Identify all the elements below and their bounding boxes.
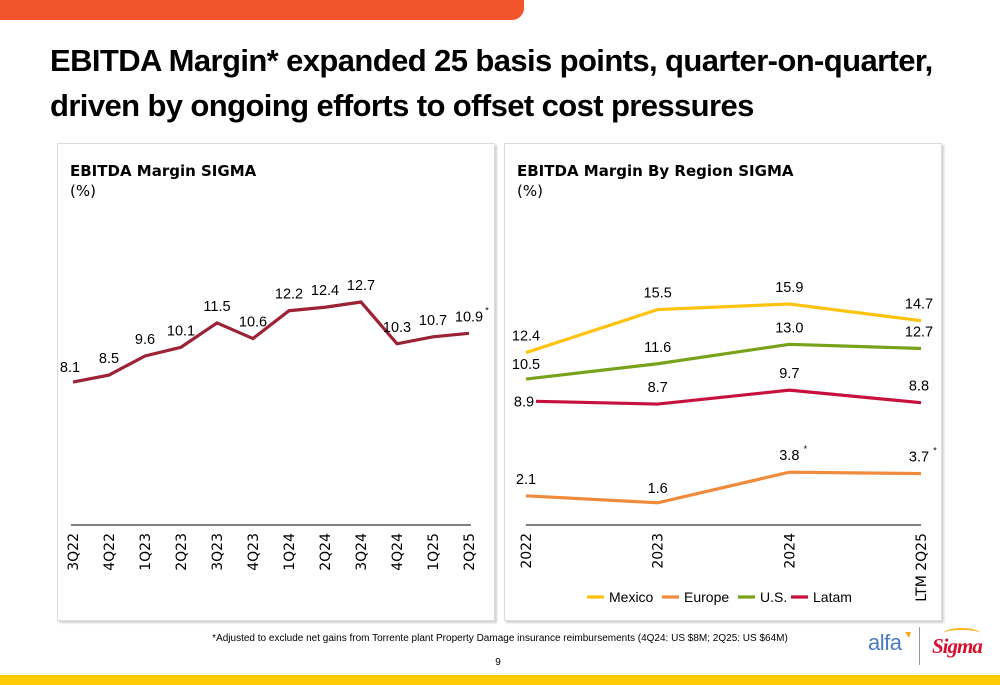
x-tick-label: 1Q25	[426, 533, 442, 571]
data-label-annotation: *	[804, 444, 808, 454]
data-label: 1.6	[648, 481, 668, 497]
series-line-ebitda-margin	[72, 300, 470, 384]
x-tick-label: 2Q24	[318, 533, 334, 571]
logo-divider	[919, 627, 920, 665]
data-label: 10.9	[455, 309, 483, 325]
x-tick-label: 1Q24	[282, 533, 298, 571]
page-number: 9	[495, 657, 501, 668]
data-label: 12.4	[311, 283, 339, 299]
data-label: 9.6	[135, 332, 155, 348]
data-label: 10.7	[419, 313, 447, 329]
data-label: 14.7	[905, 297, 933, 313]
x-tick-label: 4Q24	[390, 533, 406, 571]
ebitda-margin-line-chart: 3Q22 4Q22 1Q23 2Q23 3Q23 4Q23 1Q24 2Q24 3Q24 4Q24…	[60, 278, 489, 571]
chart-title: EBITDA Margin SIGMA	[70, 162, 257, 180]
data-label: 11.5	[203, 299, 230, 315]
x-tick-label: 2024	[782, 533, 798, 569]
data-label: 15.5	[644, 286, 672, 302]
data-label-annotation: *	[933, 446, 937, 456]
data-label: 15.9	[775, 280, 803, 296]
series-line-europe	[525, 470, 922, 505]
bottom-accent-bar	[0, 675, 1000, 685]
alfa-logo: alfa	[868, 630, 902, 655]
data-label: 8.9	[514, 394, 534, 410]
legend-label: Mexico	[609, 589, 654, 605]
x-tick-label: 2023	[651, 533, 667, 569]
data-label: 8.7	[648, 380, 668, 396]
legend-label: U.S.	[760, 589, 787, 605]
x-tick-label: 3Q23	[210, 533, 226, 571]
data-label: 12.7	[347, 278, 375, 294]
data-label: 12.7	[905, 324, 933, 340]
x-tick-label: 2Q25	[462, 533, 478, 571]
ebitda-margin-chart-panel: EBITDA Margin SIGMA (%) 3Q22 4Q22 1Q23 2Q23…	[57, 143, 495, 621]
data-label: 13.0	[775, 320, 803, 336]
x-tick-label: 1Q23	[138, 533, 154, 571]
chart-unit-label: (%)	[517, 182, 543, 200]
data-label: 3.7	[909, 450, 929, 466]
data-label: 11.6	[644, 340, 671, 356]
data-label: 10.3	[383, 320, 411, 336]
data-label: 3.8	[779, 448, 799, 464]
ebitda-margin-region-line-chart: 2022 2023 2024 LTM 2Q25 12.4 15.5 15.9 14.7 2.1 1…	[512, 280, 937, 605]
x-tick-label: 4Q22	[102, 533, 118, 571]
data-label: 8.1	[60, 360, 80, 376]
alfa-logo-mark-icon	[905, 632, 911, 638]
series-line-latam	[535, 388, 922, 406]
data-label: 10.1	[167, 323, 195, 339]
data-label: 12.4	[512, 329, 540, 345]
slide-title: EBITDA Margin* expanded 25 basis points,…	[50, 43, 933, 123]
x-tick-label: 2022	[519, 533, 535, 569]
data-label: 9.7	[779, 366, 799, 382]
data-label: 12.2	[275, 287, 303, 303]
data-label: 8.8	[909, 379, 929, 395]
data-label: 10.5	[512, 357, 540, 373]
footnote: *Adjusted to exclude net gains from Torr…	[212, 633, 788, 644]
chart-unit-label: (%)	[70, 182, 96, 200]
data-label: 10.6	[239, 315, 267, 331]
x-tick-label: 3Q24	[354, 533, 370, 571]
series-line-u-s-	[525, 342, 922, 381]
sigma-swoosh-icon	[944, 628, 980, 638]
x-tick-label: LTM 2Q25	[914, 533, 930, 602]
x-tick-label: 2Q23	[174, 533, 190, 571]
x-tick-label: 3Q22	[66, 533, 82, 571]
x-tick-label: 4Q23	[246, 533, 262, 571]
sigma-logo: Sigma	[932, 634, 983, 658]
top-accent-bar	[0, 0, 524, 20]
chart-title: EBITDA Margin By Region SIGMA	[517, 162, 794, 180]
data-label: 8.5	[99, 351, 119, 367]
data-label-annotation: *	[485, 305, 489, 315]
legend-label: Europe	[684, 589, 729, 605]
series-line-mexico	[525, 302, 922, 355]
legend-label: Latam	[813, 589, 852, 605]
data-label: 2.1	[516, 472, 536, 488]
ebitda-margin-region-chart-panel: EBITDA Margin By Region SIGMA (%) 2022 20…	[504, 143, 942, 621]
